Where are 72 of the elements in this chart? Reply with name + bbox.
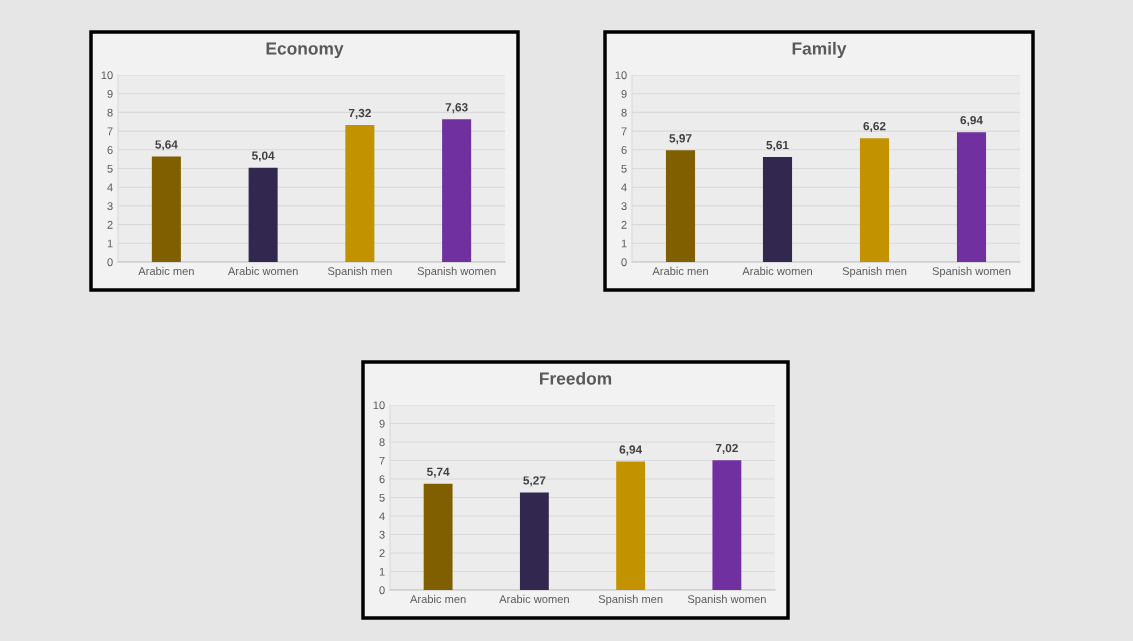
data-label: 7,63 [445,103,468,114]
y-tick-label: 4 [107,183,113,192]
data-label: 7,32 [348,108,371,119]
y-tick-label: 10 [615,71,627,80]
x-tick-label: Spanish women [417,266,496,278]
x-tick-label: Spanish men [842,266,907,278]
y-tick-label: 2 [107,220,113,229]
y-tick-label: 10 [101,71,113,80]
chart-title: Family [792,41,847,59]
bar [423,483,453,590]
y-tick-label: 2 [379,549,385,558]
data-label: 6,62 [863,121,886,133]
x-tick-label: Arabic men [410,594,466,604]
bar [248,167,278,262]
x-tick-label: Arabic women [742,266,812,276]
y-tick-label: 8 [107,108,113,117]
bar [519,492,549,590]
y-tick-label: 8 [379,438,385,447]
y-tick-label: 9 [621,89,627,98]
y-tick-label: 4 [621,183,627,192]
chart-title: Economy [266,42,344,59]
y-tick-label: 3 [621,202,627,211]
bar [616,461,646,590]
y-tick-label: 4 [379,512,385,521]
y-tick-label: 6 [107,146,113,154]
data-label: 5,61 [766,140,789,151]
y-tick-label: 3 [107,202,113,211]
bar [345,125,375,262]
x-tick-label: Spanish women [687,594,766,606]
x-tick-label: Spanish men [327,266,392,278]
y-tick-label: 9 [379,419,385,428]
x-tick-label: Spanish women [932,266,1011,278]
y-tick-label: 0 [107,258,113,267]
bar [665,150,696,262]
y-tick-label: 10 [373,401,385,410]
y-tick-label: 1 [379,567,385,576]
y-tick-label: 0 [621,258,627,267]
bar [859,138,890,262]
x-tick-label: Arabic women [499,594,569,604]
x-tick-label: Arabic men [138,266,194,276]
data-label: 6,94 [960,115,983,127]
y-tick-label: 2 [621,220,627,229]
x-tick-label: Spanish men [598,594,663,606]
y-tick-label: 5 [379,493,385,502]
data-label: 7,02 [715,443,738,454]
y-tick-label: 7 [107,127,113,136]
bar [956,132,987,262]
y-tick-label: 6 [621,146,627,154]
data-label: 5,64 [155,140,178,151]
data-label: 5,97 [669,134,692,145]
chart-title: Freedom [540,371,612,385]
y-tick-label: 5 [621,164,627,173]
y-tick-label: 9 [107,89,113,98]
y-tick-label: 1 [107,239,113,248]
bar [712,460,742,590]
y-tick-label: 6 [379,475,385,484]
y-tick-label: 7 [379,456,385,465]
data-label: 5,74 [427,467,450,478]
x-tick-label: Arabic women [227,266,298,276]
y-tick-label: 1 [621,239,627,248]
y-tick-label: 0 [379,586,385,595]
bar [762,157,793,262]
y-tick-label: 5 [107,164,113,173]
y-tick-label: 7 [621,127,627,136]
data-label: 5,04 [252,151,275,162]
y-tick-label: 8 [621,108,627,117]
bar [151,156,181,262]
data-label: 5,27 [523,476,546,487]
bar [442,119,472,262]
y-tick-label: 3 [379,530,385,539]
data-label: 6,94 [619,445,643,456]
x-tick-label: Arabic men [652,266,708,276]
